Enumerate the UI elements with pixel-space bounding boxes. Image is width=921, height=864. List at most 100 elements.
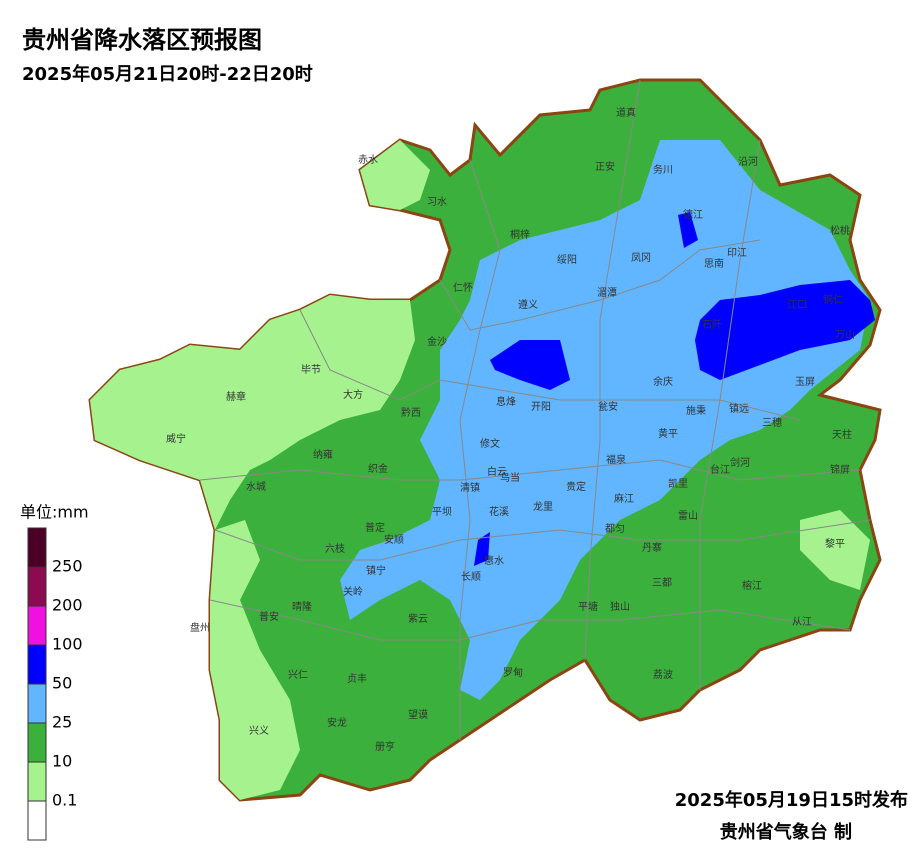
- county-label: 凤冈: [631, 252, 651, 264]
- county-label: 福泉: [606, 453, 626, 466]
- county-label: 余庆: [653, 375, 673, 388]
- legend-label: 50: [52, 674, 72, 693]
- county-label: 关岭: [343, 585, 363, 598]
- legend-swatch: [27, 566, 47, 607]
- county-label: 兴义: [249, 725, 269, 737]
- province-map: [88, 78, 882, 802]
- county-label: 册亨: [375, 740, 395, 753]
- county-label: 麻江: [614, 492, 634, 505]
- legend-swatch: [27, 722, 47, 763]
- county-label: 赤水: [358, 154, 378, 166]
- county-label: 三穗: [762, 416, 782, 429]
- county-label: 贵定: [566, 480, 586, 493]
- county-label: 大方: [343, 388, 363, 401]
- county-label: 仁怀: [453, 282, 473, 294]
- county-label: 台江: [710, 463, 730, 476]
- light-rain-area: [360, 140, 430, 210]
- county-label: 安龙: [327, 716, 347, 729]
- county-label: 平塘: [578, 600, 598, 613]
- county-label: 龙里: [533, 500, 553, 513]
- county-label: 天柱: [832, 428, 852, 441]
- county-label: 黄平: [658, 427, 678, 440]
- county-label: 沿河: [738, 156, 758, 168]
- light-rain-area: [800, 510, 870, 590]
- legend-title: 单位:mm: [20, 503, 89, 522]
- county-label: 惠水: [484, 554, 504, 567]
- county-label: 镇远: [729, 402, 749, 415]
- county-label: 毕节: [301, 363, 321, 376]
- county-label: 六枝: [325, 542, 345, 555]
- county-label: 遵义: [518, 298, 538, 311]
- legend-label: 0.1: [52, 791, 77, 810]
- county-label: 江口: [787, 299, 807, 311]
- county-label: 绥阳: [557, 254, 577, 266]
- county-label: 德江: [683, 208, 703, 221]
- county-label: 普安: [259, 610, 279, 623]
- county-label: 织金: [368, 462, 388, 475]
- rainstorm-area: [474, 532, 490, 566]
- county-label: 晴隆: [292, 600, 312, 613]
- county-label: 盘州: [190, 621, 210, 634]
- legend-swatch: [27, 527, 47, 568]
- county-label: 铜仁: [823, 294, 843, 306]
- county-label: 都匀: [605, 523, 625, 535]
- legend-swatch: [27, 683, 47, 724]
- county-label: 松桃: [830, 224, 850, 237]
- county-label: 水城: [246, 481, 266, 493]
- county-label: 乌当: [500, 471, 520, 484]
- county-label: 安顺: [384, 533, 404, 546]
- light-rain-area: [210, 520, 300, 800]
- map-title: 贵州省降水落区预报图: [22, 26, 262, 54]
- county-label: 锦屏: [830, 463, 850, 476]
- county-label: 贞丰: [347, 672, 367, 685]
- county-label: 赫章: [226, 390, 246, 403]
- county-label: 平坝: [432, 506, 452, 518]
- county-label: 望谟: [408, 708, 428, 721]
- county-label: 桐梓: [510, 228, 530, 241]
- county-label: 榕江: [742, 579, 762, 592]
- county-label: 威宁: [166, 432, 186, 445]
- rainstorm-area: [490, 340, 570, 390]
- county-label: 白云: [487, 465, 507, 478]
- county-label: 丹寨: [642, 541, 662, 554]
- county-label: 施秉: [686, 404, 706, 417]
- legend-swatch: [27, 644, 47, 685]
- county-label: 印江: [727, 247, 747, 259]
- county-label: 从江: [792, 616, 812, 628]
- county-label: 务川: [653, 163, 673, 176]
- legend-label: 10: [52, 752, 72, 771]
- county-label: 镇宁: [366, 564, 386, 577]
- county-label: 黎平: [825, 537, 845, 550]
- county-label: 清镇: [460, 481, 480, 494]
- legend-label: 25: [52, 713, 72, 732]
- rainstorm-area: [678, 212, 698, 248]
- county-label: 息烽: [496, 395, 516, 408]
- legend-label: 200: [52, 596, 83, 615]
- county-label: 黔西: [401, 406, 421, 419]
- county-label: 剑河: [730, 456, 750, 469]
- county-label: 习水: [427, 196, 447, 208]
- map-subtitle: 2025年05月21日20时-22日20时: [22, 63, 313, 85]
- county-label: 罗甸: [503, 666, 523, 679]
- county-label: 兴仁: [288, 669, 308, 681]
- legend-label: 250: [52, 557, 83, 576]
- county-label: 修文: [480, 437, 500, 450]
- county-label: 凯里: [668, 477, 688, 490]
- county-label: 玉屏: [795, 376, 815, 388]
- county-borders: [199, 79, 871, 740]
- issuer: 贵州省气象台 制: [720, 821, 852, 843]
- legend: 250 200 100 50 25 10 0.1: [27, 527, 83, 841]
- county-label: 荔波: [653, 668, 673, 681]
- county-label: 纳雍: [313, 448, 333, 461]
- county-label: 正安: [595, 160, 615, 173]
- county-label: 瓮安: [598, 400, 618, 413]
- legend-swatch: [27, 761, 47, 802]
- legend-swatch: [27, 800, 47, 841]
- county-label: 花溪: [489, 505, 509, 518]
- county-label: 石阡: [702, 319, 722, 331]
- county-label: 紫云: [408, 613, 428, 625]
- legend-label: 100: [52, 635, 83, 654]
- county-label: 长顺: [461, 571, 481, 583]
